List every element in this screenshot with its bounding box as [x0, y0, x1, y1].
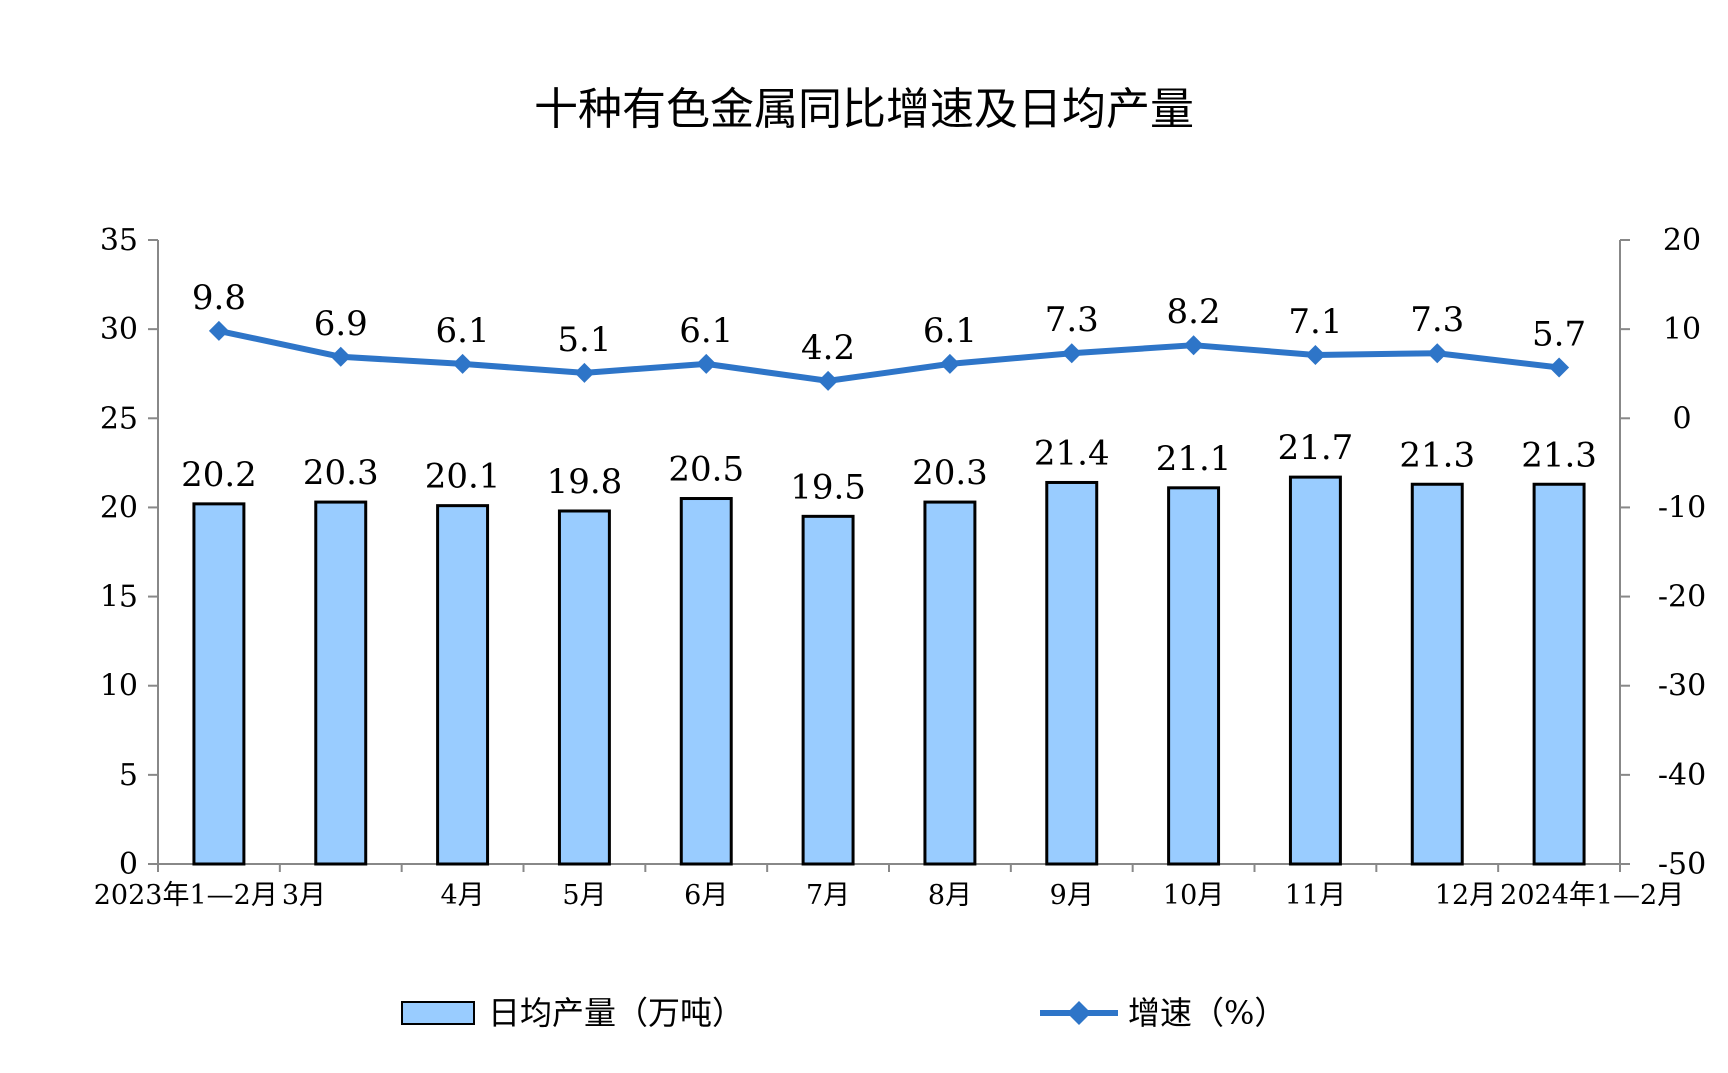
axes-group: 0 5 10 15 20 25 30 35 -50 -40 -30 -20 -10 0 10 20 2023年1… — [94, 223, 1706, 911]
bar-value-label: 20.2 — [181, 455, 257, 495]
line-point — [1305, 344, 1326, 365]
x-category-label: 10月 — [1163, 880, 1224, 911]
right-tick-label: -10 — [1658, 490, 1706, 525]
bar-value-label: 20.1 — [425, 457, 501, 497]
line-value-label: 6.1 — [679, 311, 733, 351]
line-point — [939, 353, 960, 374]
bar-value-label: 20.3 — [912, 453, 988, 493]
bar — [1532, 482, 1586, 866]
x-category-label: 8月 — [928, 880, 972, 911]
line-point — [208, 320, 229, 341]
line-value-label: 9.8 — [192, 278, 246, 318]
left-tick-label: 5 — [119, 758, 138, 793]
bar-value-label: 20.5 — [668, 450, 744, 490]
line-value-label: 4.2 — [801, 328, 855, 368]
left-tick-label: 10 — [100, 669, 138, 704]
x-category-label: 6月 — [684, 880, 728, 911]
bar-value-label: 19.5 — [790, 467, 866, 507]
x-category-label: 9月 — [1050, 880, 1094, 911]
line-value-label: 6.9 — [314, 304, 368, 344]
line-point — [1549, 357, 1570, 378]
bar-series — [192, 475, 1586, 866]
right-tick-label: -40 — [1658, 758, 1706, 793]
bar — [679, 497, 733, 866]
right-tick-label: 10 — [1663, 312, 1701, 347]
line-point — [1427, 343, 1448, 364]
bar — [1045, 480, 1099, 866]
line-value-label: 7.3 — [1410, 300, 1464, 340]
bar — [1288, 475, 1342, 866]
legend-line-marker — [1067, 1001, 1091, 1025]
right-tick-label: -50 — [1658, 847, 1706, 882]
bar — [923, 500, 977, 866]
x-category-label: 12月 — [1435, 880, 1496, 911]
bar-value-label: 19.8 — [547, 462, 623, 502]
line-point — [1061, 343, 1082, 364]
bar — [1410, 482, 1464, 866]
line-value-label: 5.7 — [1532, 314, 1586, 354]
growth-line — [218, 327, 1560, 384]
x-category-label: 3月 — [282, 880, 326, 911]
bar — [557, 509, 611, 866]
line-series — [208, 320, 1570, 391]
legend-line-label: 增速（%） — [1128, 994, 1286, 1032]
bar-value-label: 21.7 — [1278, 428, 1354, 468]
legend-bar-swatch — [401, 1001, 475, 1025]
left-tick-label: 35 — [100, 223, 138, 258]
left-tick-label: 30 — [100, 312, 138, 347]
line-value-label: 6.1 — [436, 311, 490, 351]
x-category-label: 4月 — [440, 880, 484, 911]
line-point — [574, 362, 595, 383]
line-value-label: 7.1 — [1288, 302, 1342, 342]
x-category-label: 2023年1—2月 — [94, 880, 278, 911]
x-category-label: 7月 — [806, 880, 850, 911]
line-point — [1183, 335, 1204, 356]
line-value-label: 6.1 — [923, 311, 977, 351]
line-value-label: 5.1 — [557, 320, 611, 360]
bar-value-label: 20.3 — [303, 453, 379, 493]
bar — [436, 504, 490, 866]
right-tick-label: -30 — [1658, 669, 1706, 704]
bar — [801, 514, 855, 866]
bar-value-label: 21.1 — [1156, 439, 1232, 479]
left-tick-label: 15 — [100, 580, 138, 615]
line-value-label: 7.3 — [1045, 300, 1099, 340]
line-value-label: 8.2 — [1167, 292, 1221, 332]
line-point — [330, 346, 351, 367]
line-point — [818, 370, 839, 391]
data-labels: 20.2 20.3 20.1 19.8 20.5 19.5 20.3 21.4 21.1 21.7… — [181, 278, 1597, 507]
right-tick-label: 0 — [1672, 401, 1691, 436]
bar — [314, 500, 368, 866]
right-tick-label: 20 — [1663, 223, 1701, 258]
bar — [192, 502, 246, 866]
legend-bar-label: 日均产量（万吨） — [488, 994, 744, 1032]
bar — [1167, 486, 1221, 866]
legend: 日均产量（万吨） 增速（%） — [401, 994, 1286, 1032]
bar-value-label: 21.3 — [1399, 435, 1475, 475]
left-tick-label: 20 — [100, 490, 138, 525]
x-category-label: 5月 — [562, 880, 606, 911]
left-tick-label: 0 — [119, 847, 138, 882]
chart-title: 十种有色金属同比增速及日均产量 — [534, 84, 1194, 135]
line-point — [452, 353, 473, 374]
x-category-label: 2024年1—2月 — [1500, 880, 1684, 911]
left-tick-label: 25 — [100, 401, 138, 436]
right-tick-label: -20 — [1658, 580, 1706, 615]
bar-value-label: 21.4 — [1034, 433, 1110, 473]
bar-value-label: 21.3 — [1521, 435, 1597, 475]
line-point — [696, 353, 717, 374]
x-category-label: 11月 — [1285, 880, 1346, 911]
